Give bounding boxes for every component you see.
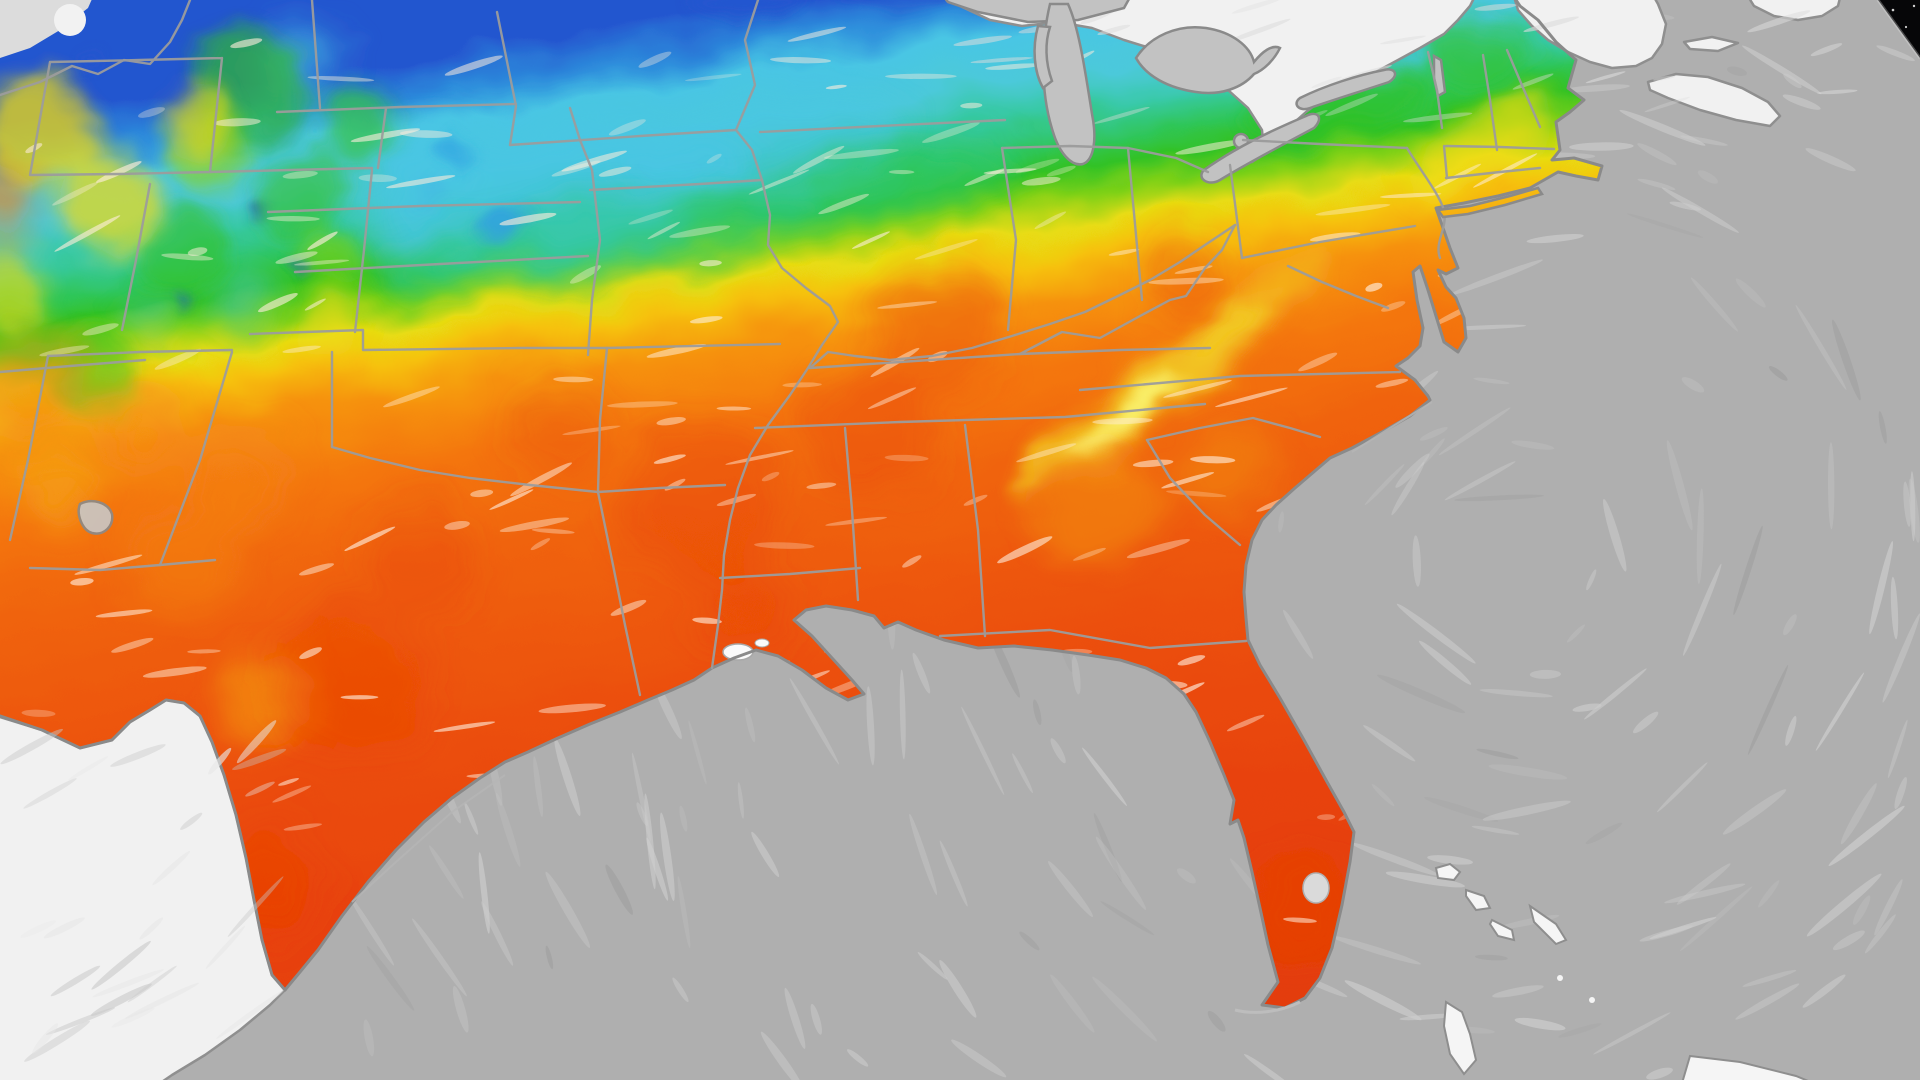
- great-salt-lake: [77, 500, 114, 535]
- green-bay: [1033, 24, 1054, 90]
- stars: [1891, 4, 1916, 29]
- florida-keys: [1234, 1000, 1301, 1014]
- pontchartrain-lakes: [722, 638, 770, 661]
- mexico-wind-streaks: [0, 720, 287, 1062]
- lake-huron: [1134, 26, 1282, 95]
- lake-okeechobee: [1302, 872, 1330, 904]
- andros-island: [1442, 1000, 1478, 1076]
- newfoundland-land: [1748, 0, 1841, 22]
- cuba-sliver: [1681, 1054, 1809, 1080]
- globe-rim: [1876, 0, 1920, 59]
- coastlines: [0, 0, 1604, 1010]
- state-borders: [0, 0, 1556, 697]
- atlantic-gulf-coastline: [283, 0, 1604, 1010]
- texas-barrier-islands: [351, 774, 506, 903]
- rio-grande-border: [0, 698, 287, 992]
- bahamas-islands: [1434, 862, 1809, 1080]
- long-island: [1435, 186, 1544, 219]
- orange-patches: [0, 160, 292, 616]
- nova-scotia-land: [1646, 72, 1782, 128]
- outer-banks: [1351, 401, 1433, 453]
- blue-mountain-specks: [444, 134, 529, 252]
- lakes: [77, 0, 1447, 535]
- snow-corner-patch: [0, 0, 92, 58]
- lake-ontario: [1295, 68, 1397, 111]
- prince-edward-island: [1682, 35, 1740, 53]
